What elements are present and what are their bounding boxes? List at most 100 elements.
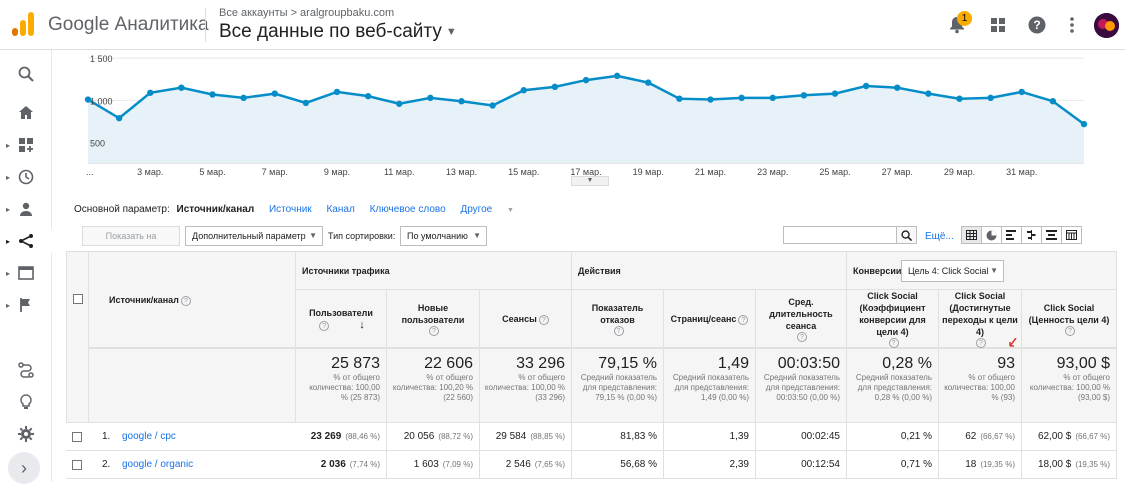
app-logo-text[interactable]: Google Аналитика [48,14,209,35]
chart-x-tick-label: 29 мар. [944,167,975,177]
chart-x-tick-label: 25 мар. [819,167,850,177]
help-icon[interactable]: ? [429,325,439,336]
help-icon[interactable]: ? [976,337,986,348]
view-term-cloud-button[interactable] [1041,226,1062,244]
goal-selector-dropdown[interactable]: Цель 4: Click Social ▼ [901,260,1004,282]
chart-data-point [862,82,870,90]
search-icon [18,66,34,82]
help-icon[interactable]: ? [1026,14,1048,36]
help-icon[interactable]: ? [538,314,549,325]
col-sessions[interactable]: Сеансы? [479,289,572,348]
table-search-input[interactable] [783,226,897,244]
cell-percent: (19,35 %) [1075,460,1110,469]
rail-admin[interactable] [0,422,52,446]
total-new-users-sub: % от общего количества: 100,20 % (22 560… [392,373,473,402]
svg-text:?: ? [1033,18,1040,32]
cell-value: 62 [965,431,977,442]
total-goal4-completions-sub: % от общего количества: 100,00 % (93) [944,373,1015,402]
row-source-medium-link[interactable]: google / cpc [122,431,176,442]
dimension-option-other[interactable]: Другое ▼ [460,204,526,215]
rail-discover[interactable] [0,390,52,414]
total-users-value: 25 873 [331,355,380,372]
cell-value: 2,39 [729,459,749,470]
chart-data-point [987,94,994,102]
table-cell: 2,39 [663,451,756,479]
dimension-header-label: Источник/канал? [109,295,191,306]
dimension-option-source[interactable]: Источник [268,204,312,215]
help-icon[interactable]: ? [888,337,899,348]
dimension-option-source-medium[interactable]: Источник/канал [176,204,255,215]
total-sessions-sub: % от общего количества: 100,00 % (33 296… [484,373,565,402]
view-pie-button[interactable] [981,226,1002,244]
col-new-users[interactable]: Новые пользователи? [386,289,480,348]
total-bounce-rate-sub: Средний показатель для представления: 79… [580,373,657,402]
analytics-logo-icon[interactable] [12,12,34,36]
advanced-filter-link[interactable]: Ещё... [925,231,954,242]
caret-down-icon: ▼ [445,25,457,38]
col-avg-session-duration-label: Сред. длительность сеанса [769,296,833,331]
avatar[interactable] [1094,13,1119,38]
rail-home[interactable] [0,101,52,125]
more-vert-icon[interactable] [1061,14,1083,36]
dimension-option-medium[interactable]: Канал [326,204,355,215]
rail-conversions[interactable]: ▸ [0,293,52,317]
row-number: 2. [102,459,111,470]
total-goal4-value-value: 93,00 $ [1056,355,1110,372]
rail-attribution[interactable] [0,358,52,382]
row-checkbox[interactable] [72,432,82,442]
view-pivot-button[interactable] [1061,226,1082,244]
rail-realtime[interactable]: ▸ [0,165,52,189]
help-icon[interactable]: ? [1065,325,1075,336]
rail-audience[interactable]: ▸ [0,197,52,221]
cell-value: 0,71 % [900,459,932,470]
chart-collapse-handle[interactable]: ▼ [571,176,609,186]
chevron-right-icon: ▸ [5,236,10,246]
col-pages-per-session[interactable]: Страниц/сеанс? [663,289,756,348]
rail-acquisition[interactable]: ▸ [0,229,52,253]
view-comparison-button[interactable] [1021,226,1042,244]
chart-x-tick-label: 23 мар. [757,167,788,177]
col-goal4-completions[interactable]: Click Social (Достигнутые переходы к цел… [938,289,1022,348]
chart-data-point [582,76,590,84]
help-icon[interactable]: ? [738,314,749,325]
table-cell: 2 036 (7,74 %) [295,451,387,479]
help-icon[interactable]: ? [180,296,191,306]
col-goal4-conversion-rate[interactable]: Click Social (Коэффициент конверсии для … [846,289,939,348]
dimension-option-keyword[interactable]: Ключевое слово [369,204,446,215]
secondary-dimension-dropdown[interactable]: Дополнительный параметр ▼ [185,226,323,246]
rail-customization[interactable]: ▸ [0,133,52,157]
chart-x-tick-label: ... [86,167,94,177]
table-row: 2. google / organic 2 036 (7,74 %) 1 603 (7,0… [66,451,1117,479]
table-search-button[interactable] [897,226,917,244]
rail-search[interactable] [0,62,52,86]
view-performance-button[interactable] [1001,226,1022,244]
sort-type-dropdown[interactable]: По умолчанию ▼ [400,226,487,246]
select-all-checkbox[interactable] [73,294,83,304]
dimension-column-header[interactable]: Источник/канал? [88,251,296,348]
other-label: Другое [460,204,493,215]
row-source-medium-link[interactable]: google / organic [122,459,194,470]
apps-grid-icon[interactable] [987,14,1009,36]
col-users[interactable]: Пользователи ? ↓ [295,289,387,348]
view-table-button[interactable] [961,226,982,244]
plot-rows-button[interactable]: Показать на диаграмме [82,226,180,259]
chart-data-point [769,94,776,102]
help-icon[interactable]: ? [613,325,624,336]
cell-percent: (88,85 %) [530,432,565,441]
rail-behavior[interactable]: ▸ [0,261,52,285]
row-checkbox[interactable] [72,460,82,470]
cell-value: 0,21 % [900,431,932,442]
col-bounce-rate[interactable]: Показатель отказов? [571,289,664,348]
total-avg-session-duration-value: 00:03:50 [777,355,840,372]
help-icon[interactable]: ? [319,320,330,331]
chart-data-point [1018,88,1025,96]
totals-label-cell [88,348,296,423]
account-breadcrumb[interactable]: Все аккаунты > aralgroupbaku.com [219,7,395,19]
chevron-right-icon: ▸ [5,140,10,150]
col-goal4-value[interactable]: Click Social (Ценность цели 4)? [1021,289,1117,348]
help-icon[interactable]: ? [797,331,807,342]
expand-rail-button[interactable]: › [8,452,40,484]
col-avg-session-duration[interactable]: Сред. длительность сеанса? [755,289,847,348]
chevron-right-icon: ▸ [5,268,10,278]
view-selector[interactable]: Все данные по веб-сайту ▼ [219,21,457,43]
